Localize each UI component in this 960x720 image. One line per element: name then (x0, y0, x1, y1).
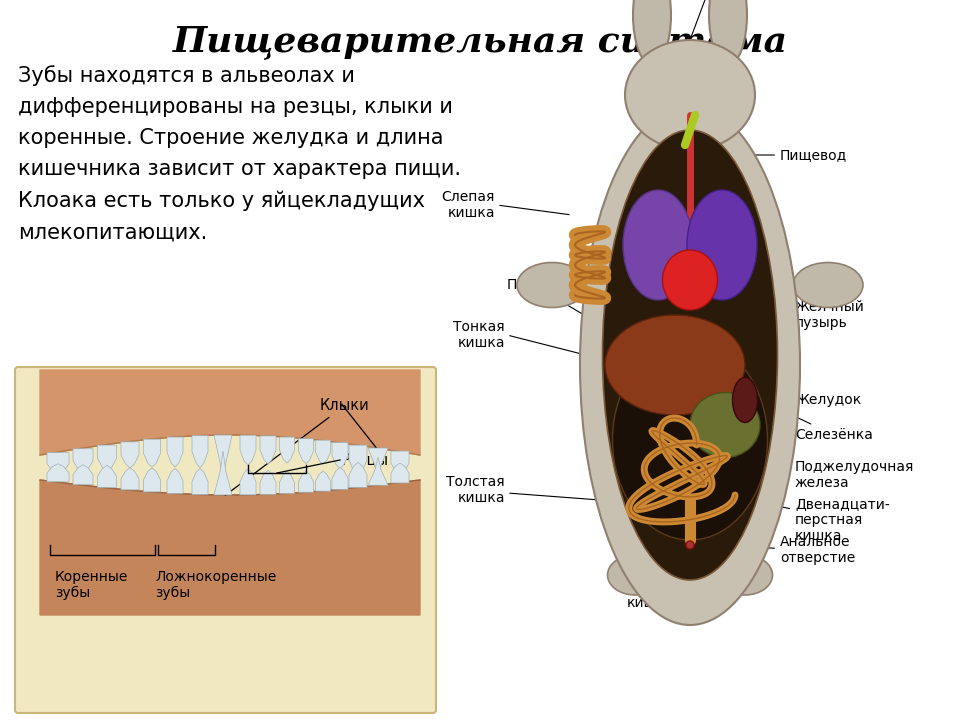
Ellipse shape (709, 0, 747, 65)
Polygon shape (192, 469, 208, 495)
Polygon shape (240, 469, 256, 495)
Text: Зубы находятся в альвеолах и
дифференцированы на резцы, клыки и
коренные. Строен: Зубы находятся в альвеолах и дифференцир… (18, 65, 461, 243)
Polygon shape (47, 453, 69, 474)
Polygon shape (349, 445, 367, 475)
Polygon shape (299, 471, 314, 492)
Polygon shape (279, 472, 295, 493)
Text: Печень: Печень (507, 278, 658, 359)
Ellipse shape (625, 40, 755, 150)
Ellipse shape (612, 340, 767, 540)
Polygon shape (349, 462, 367, 487)
Polygon shape (192, 436, 208, 468)
Ellipse shape (605, 315, 745, 415)
Text: Желудок: Желудок (748, 393, 862, 415)
Polygon shape (121, 442, 139, 468)
Text: Анальное
отверстие: Анальное отверстие (701, 535, 855, 565)
Text: Желчный
пузырь: Желчный пузырь (753, 300, 865, 330)
Ellipse shape (686, 541, 694, 549)
Text: Двенадцати-
перстная
кишка: Двенадцати- перстная кишка (753, 497, 890, 543)
Ellipse shape (732, 377, 757, 423)
Ellipse shape (793, 263, 863, 307)
Polygon shape (332, 467, 348, 490)
Polygon shape (121, 468, 139, 490)
Polygon shape (214, 451, 232, 495)
Polygon shape (368, 448, 388, 480)
Text: Пищевод: Пищевод (703, 148, 848, 162)
Polygon shape (143, 468, 160, 492)
Text: Толстая
кишка: Толстая кишка (446, 475, 505, 505)
Text: Клыки: Клыки (226, 398, 370, 495)
Polygon shape (73, 449, 93, 473)
Polygon shape (73, 464, 93, 485)
Ellipse shape (623, 190, 693, 300)
Polygon shape (260, 436, 276, 464)
Ellipse shape (687, 190, 757, 300)
Ellipse shape (517, 263, 587, 307)
Polygon shape (391, 451, 409, 475)
Ellipse shape (633, 0, 671, 65)
Text: Тонкая
кишка: Тонкая кишка (453, 320, 505, 350)
Polygon shape (98, 465, 116, 487)
Ellipse shape (717, 555, 773, 595)
Text: Пищеварительная система: Пищеварительная система (173, 25, 787, 59)
Text: Коренные
зубы: Коренные зубы (55, 570, 129, 600)
Ellipse shape (603, 130, 778, 580)
Polygon shape (260, 470, 276, 495)
Text: Ложнокоренные
зубы: Ложнокоренные зубы (155, 570, 276, 600)
Ellipse shape (580, 105, 800, 625)
Polygon shape (391, 463, 409, 483)
Polygon shape (316, 440, 330, 464)
Ellipse shape (662, 250, 717, 310)
FancyBboxPatch shape (15, 367, 436, 713)
Polygon shape (98, 445, 116, 471)
Polygon shape (143, 439, 160, 467)
Polygon shape (167, 469, 183, 493)
Polygon shape (279, 437, 295, 463)
Polygon shape (40, 370, 420, 455)
Polygon shape (214, 435, 232, 487)
Ellipse shape (608, 555, 662, 595)
Text: Резцы: Резцы (342, 452, 389, 467)
Text: Прямая
кишка: Прямая кишка (622, 580, 678, 611)
Polygon shape (240, 435, 256, 465)
Text: Слепая
кишка: Слепая кишка (442, 190, 495, 220)
Polygon shape (332, 443, 348, 469)
Polygon shape (316, 471, 330, 491)
Polygon shape (40, 480, 420, 615)
Polygon shape (47, 464, 69, 482)
Polygon shape (167, 437, 183, 467)
Polygon shape (368, 457, 388, 485)
Text: Селезёнка: Селезёнка (753, 396, 873, 442)
Ellipse shape (690, 392, 760, 457)
Text: Поджелудочная
железа: Поджелудочная железа (757, 456, 914, 490)
Polygon shape (299, 438, 314, 464)
